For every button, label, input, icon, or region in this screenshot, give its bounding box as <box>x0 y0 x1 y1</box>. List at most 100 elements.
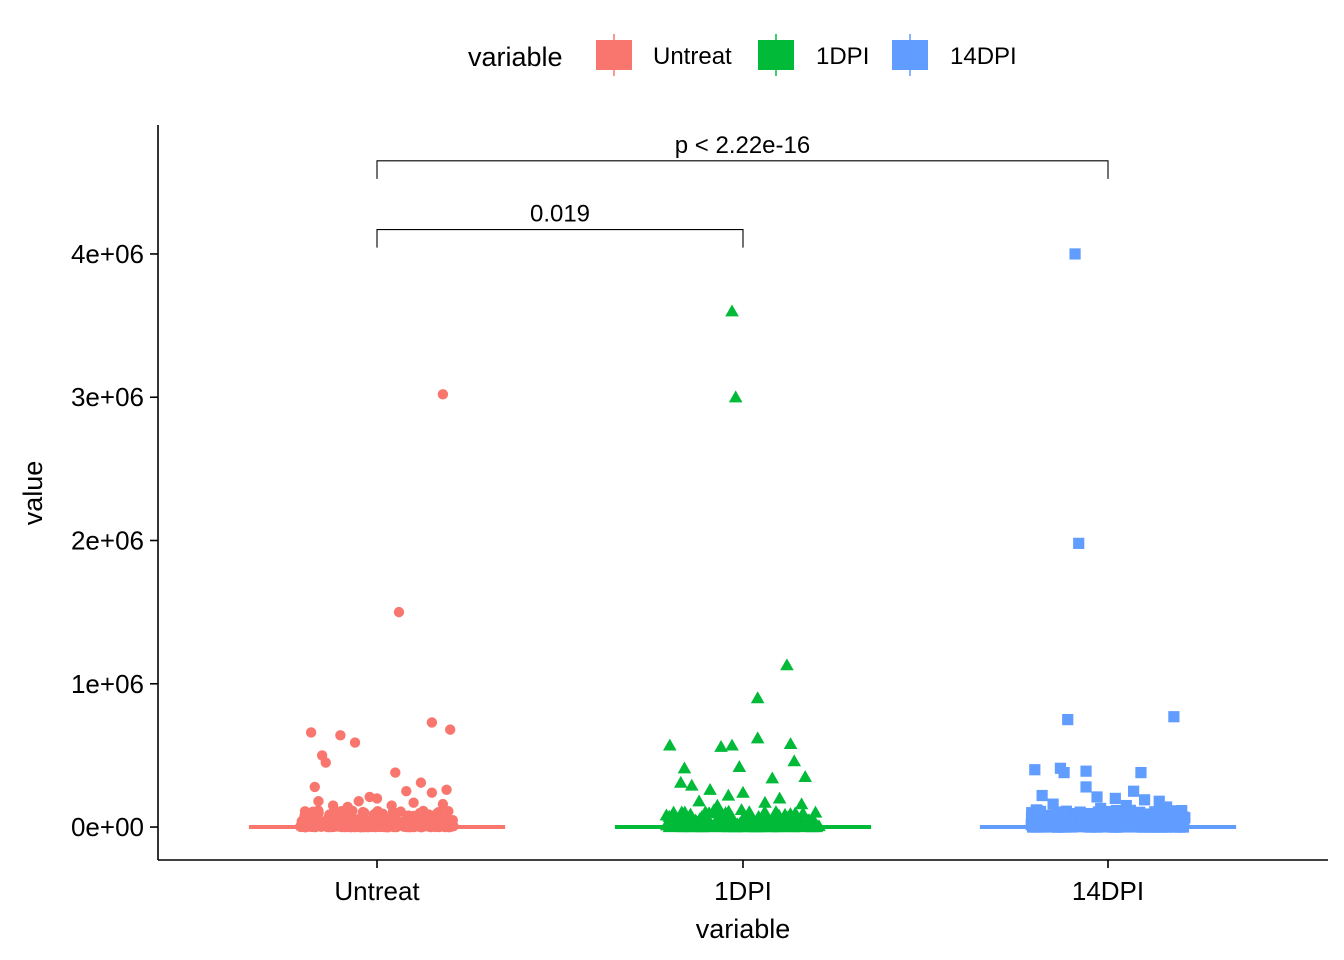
point-untreat <box>390 767 401 778</box>
p-value-label: p < 2.22e-16 <box>675 132 810 159</box>
x-ticks: Untreat 1DPI 14DPI <box>334 860 1144 906</box>
point-14dpi <box>1109 792 1121 804</box>
x-axis-title: variable <box>696 914 791 944</box>
point-14dpi <box>1091 791 1103 803</box>
point-14dpi <box>1095 802 1107 815</box>
point-cloud-14dpi <box>1158 820 1170 832</box>
x-tick-label: 14DPI <box>1072 876 1144 906</box>
point-cloud-1dpi <box>780 817 794 830</box>
point-untreat <box>371 793 383 804</box>
point-cloud-untreat <box>307 806 319 817</box>
significance-brackets: 0.019 p < 2.22e-16 <box>376 132 1109 248</box>
point-14dpi <box>1073 537 1085 549</box>
point-1dpi <box>728 390 743 403</box>
point-1dpi <box>783 737 798 750</box>
legend-title: variable <box>468 42 563 72</box>
point-untreat <box>445 724 456 735</box>
point-cloud-1dpi <box>671 814 685 827</box>
point-cloud-14dpi <box>1132 820 1144 832</box>
point-cloud-1dpi <box>769 805 783 817</box>
x-tick-label: Untreat <box>334 876 420 906</box>
point-untreat <box>408 797 419 808</box>
point-1dpi <box>703 782 717 795</box>
point-cloud-14dpi <box>1169 808 1181 820</box>
point-untreat <box>353 796 364 807</box>
point-cloud-1dpi <box>734 803 749 815</box>
point-cloud-14dpi <box>1091 821 1103 833</box>
legend-label: 1DPI <box>816 43 869 70</box>
point-untreat <box>401 786 412 797</box>
point-1dpi <box>714 740 728 752</box>
point-1dpi <box>684 778 699 791</box>
point-cloud-14dpi <box>1048 809 1060 822</box>
point-1dpi <box>750 691 765 704</box>
point-untreat <box>309 781 320 793</box>
point-cloud-14dpi <box>1170 821 1183 833</box>
point-cloud-14dpi <box>1074 807 1086 819</box>
point-cloud-1dpi <box>703 819 717 832</box>
point-cloud-14dpi <box>1085 821 1098 833</box>
point-untreat <box>342 801 353 813</box>
point-cloud-untreat <box>324 809 335 820</box>
point-cloud-14dpi <box>1063 817 1075 830</box>
point-cloud-untreat <box>373 814 384 825</box>
point-cloud-14dpi <box>1108 820 1120 832</box>
point-1dpi <box>787 754 802 767</box>
legend-label: Untreat <box>653 43 732 70</box>
point-14dpi <box>1036 789 1048 802</box>
point-1dpi <box>780 658 794 671</box>
point-cloud-1dpi <box>719 813 733 826</box>
point-untreat <box>393 606 405 618</box>
point-cloud-untreat <box>433 807 444 818</box>
point-cloud-untreat <box>415 816 427 827</box>
point-1dpi <box>758 795 772 808</box>
point-cloud-untreat <box>404 821 415 833</box>
point-cloud-14dpi <box>1145 821 1157 833</box>
point-untreat <box>320 757 331 768</box>
legend-entry-untreat: Untreat <box>596 34 732 76</box>
point-cloud-untreat <box>447 814 459 826</box>
y-ticks: 0e+00 1e+06 2e+06 3e+06 4e+06 <box>71 239 158 842</box>
y-tick-label: 3e+06 <box>71 382 144 412</box>
point-14dpi <box>1120 799 1132 812</box>
point-14dpi <box>1160 801 1173 813</box>
y-tick-label: 4e+06 <box>71 239 144 269</box>
point-cloud-14dpi <box>1118 807 1130 820</box>
point-untreat <box>415 777 427 788</box>
point-cloud-14dpi <box>1035 809 1047 821</box>
point-14dpi <box>1135 767 1147 779</box>
point-cloud-untreat <box>310 821 321 833</box>
point-1dpi <box>663 738 677 751</box>
point-cloud-1dpi <box>662 809 677 822</box>
point-cloud-14dpi <box>1121 821 1133 833</box>
point-untreat <box>305 727 317 738</box>
point-1dpi <box>765 771 780 784</box>
point-cloud-14dpi <box>1134 806 1146 818</box>
bracket-untreat-14dpi <box>376 160 1109 179</box>
point-1dpi <box>692 794 706 807</box>
point-untreat <box>386 800 397 811</box>
point-14dpi <box>1128 785 1140 797</box>
y-tick-label: 0e+00 <box>71 812 144 842</box>
point-14dpi <box>1153 795 1165 807</box>
point-14dpi <box>1080 781 1092 793</box>
point-14dpi <box>1069 248 1081 260</box>
point-cloud-1dpi <box>808 805 823 818</box>
point-untreat <box>313 796 324 807</box>
point-cloud-1dpi <box>788 806 803 819</box>
point-cloud-untreat <box>339 821 350 833</box>
point-cloud-untreat <box>414 807 426 819</box>
bracket-untreat-1dpi <box>376 229 744 248</box>
point-14dpi <box>1168 711 1180 723</box>
point-1dpi <box>736 785 750 798</box>
x-tick-label: 1DPI <box>714 876 772 906</box>
point-cloud-14dpi <box>1079 817 1091 830</box>
point-cloud-untreat <box>443 805 454 817</box>
point-cloud-14dpi <box>1025 819 1037 831</box>
point-untreat <box>437 389 449 400</box>
y-axis-title: value <box>18 461 48 526</box>
point-cloud-untreat <box>395 806 406 817</box>
point-untreat <box>437 798 449 810</box>
point-untreat <box>426 717 438 728</box>
